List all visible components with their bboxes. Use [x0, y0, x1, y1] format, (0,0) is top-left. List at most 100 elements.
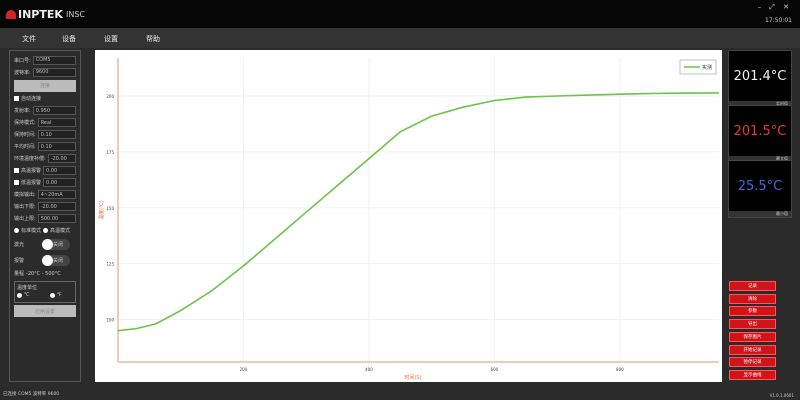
temp-value: 201.5°C [733, 123, 787, 139]
low-alarm-value: 0.00 [46, 179, 58, 186]
brand: INPTEK [18, 8, 63, 21]
menu-file[interactable]: 文件 [22, 35, 36, 43]
high-mode-label: 高温模式 [50, 228, 71, 235]
temp-panel-footer: 最大值 [729, 156, 791, 162]
emissivity-value: 0.950 [35, 107, 51, 114]
out-low-label: 输出下限: [14, 204, 36, 211]
unit-group: 温度单位 ℃ ℉ [14, 281, 76, 303]
hold-mode-value: Real [40, 119, 52, 126]
chart-svg: 100 125 150 175 200 200 400 600 800 时间(S) 温度(℃) 实测 [98, 58, 720, 381]
clock: 17:50:01 [765, 17, 792, 24]
unit-c-radio[interactable] [17, 292, 22, 298]
out-high-input[interactable]: 500.00 [37, 214, 76, 224]
hold-mode-select[interactable]: Real [37, 118, 76, 128]
ambient-label: 环境温度补偿: [14, 156, 46, 163]
menu-device[interactable]: 设备 [62, 35, 76, 43]
low-alarm-checkbox[interactable] [14, 180, 19, 186]
apply-button[interactable]: 应用设置 [14, 305, 76, 317]
range-value: -20°C - 500°C [26, 270, 61, 277]
out-high-value: 500.00 [40, 215, 59, 222]
laser-toggle[interactable]: 关闭 [42, 239, 70, 250]
x-tick-label: 800 [616, 367, 624, 372]
port-value: COM5 [35, 57, 51, 64]
baud-label: 波特率: [14, 69, 31, 76]
legend-label: 实测 [702, 64, 712, 71]
analog-value: 4~20mA [40, 191, 63, 198]
ambient-input[interactable]: -20.00 [47, 154, 76, 164]
x-tick-label: 200 [240, 367, 248, 372]
temp-panel-1: 201.5°C 最大值 [728, 105, 792, 163]
out-high-label: 输出上限: [14, 216, 36, 223]
auto-connect-checkbox[interactable] [14, 96, 19, 102]
out-low-input[interactable]: -20.00 [37, 202, 76, 212]
app-name: INSC [66, 10, 86, 19]
settings-panel: 串口号: COM5 波特率: 9600 连接 自动连接 发射率: 0.950 保持模式… [9, 50, 81, 382]
auto-connect-label: 自动连接 [21, 96, 42, 103]
x-axis-label: 时间(S) [404, 374, 421, 381]
logo: INPTEK [6, 8, 63, 21]
high-alarm-input[interactable]: 0.00 [43, 166, 76, 176]
analog-label: 模拟输出: [14, 192, 36, 199]
temp-panel-0: 201.4°C 实时值 [728, 50, 792, 108]
series-line-0 [117, 92, 720, 332]
action-button-2[interactable]: 参数 [729, 306, 776, 317]
unit-c-label: ℃ [24, 292, 30, 298]
menu-bar: 文件 设备 设置 帮助 [0, 28, 800, 48]
x-tick-label: 600 [491, 367, 499, 372]
range-label: 量程 [14, 271, 25, 278]
action-button-1[interactable]: 清除 [729, 293, 776, 304]
unit-f-label: ℉ [57, 292, 62, 298]
y-tick-label: 100 [106, 318, 114, 323]
action-button-0[interactable]: 记录 [729, 281, 776, 291]
hold-time-label: 保持时间: [14, 132, 36, 139]
alarm-state: 关闭 [53, 257, 64, 264]
y-tick-label: 125 [106, 262, 114, 267]
action-button-7[interactable]: 显示曲线 [729, 369, 776, 380]
avg-time-value: 0.10 [40, 143, 52, 150]
port-label: 串口号: [14, 57, 31, 64]
hold-mode-label: 保持模式: [14, 120, 36, 127]
logo-icon [6, 10, 16, 19]
emissivity-label: 发射率: [14, 108, 31, 115]
temperature-chart: 100 125 150 175 200 200 400 600 800 时间(S) 温度(℃) 实测 [95, 50, 722, 382]
action-button-5[interactable]: 开始记录 [729, 344, 776, 355]
baud-select[interactable]: 9600 [32, 67, 76, 77]
std-mode-label: 标准模式 [21, 228, 42, 235]
status-bar: 已连接 COM5 波特率 9600 [3, 392, 60, 397]
high-alarm-label: 高温报警 [21, 168, 42, 175]
action-button-3[interactable]: 导出 [729, 319, 776, 330]
temp-panel-footer: 最小值 [729, 211, 791, 217]
y-tick-label: 175 [106, 150, 114, 155]
alarm-toggle[interactable]: 关闭 [42, 254, 70, 266]
hold-time-value: 0.10 [40, 131, 52, 138]
high-mode-radio[interactable] [43, 228, 49, 234]
connect-button[interactable]: 连接 [14, 79, 76, 92]
hold-time-input[interactable]: 0.10 [37, 130, 76, 140]
avg-time-input[interactable]: 0.10 [37, 142, 76, 152]
title-bar: INPTEK INSC – ⤢ ✕ 17:50:01 [0, 0, 800, 28]
unit-f-radio[interactable] [50, 292, 55, 298]
alarm-label: 报警 [14, 257, 25, 264]
std-mode-radio[interactable] [14, 228, 19, 234]
unit-label: 温度单位 [17, 284, 38, 291]
menu-help[interactable]: 帮助 [146, 35, 160, 43]
laser-state: 关闭 [53, 242, 64, 248]
analog-select[interactable]: 4~20mA [37, 190, 76, 200]
port-select[interactable]: COM5 [32, 55, 76, 65]
y-tick-label: 150 [106, 206, 114, 211]
version: V1.0.1.0601 [769, 393, 794, 398]
ambient-value: -20.00 [50, 155, 67, 162]
temp-value: 25.5°C [737, 178, 783, 194]
window-controls[interactable]: – ⤢ ✕ [757, 3, 792, 11]
menu-settings[interactable]: 设置 [104, 35, 118, 43]
out-low-value: -20.00 [40, 203, 57, 210]
temp-panel-2: 25.5°C 最小值 [728, 160, 792, 218]
baud-value: 9600 [35, 69, 49, 76]
emissivity-input[interactable]: 0.950 [32, 106, 76, 116]
high-alarm-value: 0.00 [46, 167, 58, 174]
low-alarm-input[interactable]: 0.00 [43, 178, 76, 188]
y-axis-label: 温度(℃) [98, 200, 105, 220]
action-button-6[interactable]: 暂停记录 [729, 357, 776, 368]
high-alarm-checkbox[interactable] [14, 168, 19, 174]
action-button-4[interactable]: 保存图片 [729, 331, 776, 342]
